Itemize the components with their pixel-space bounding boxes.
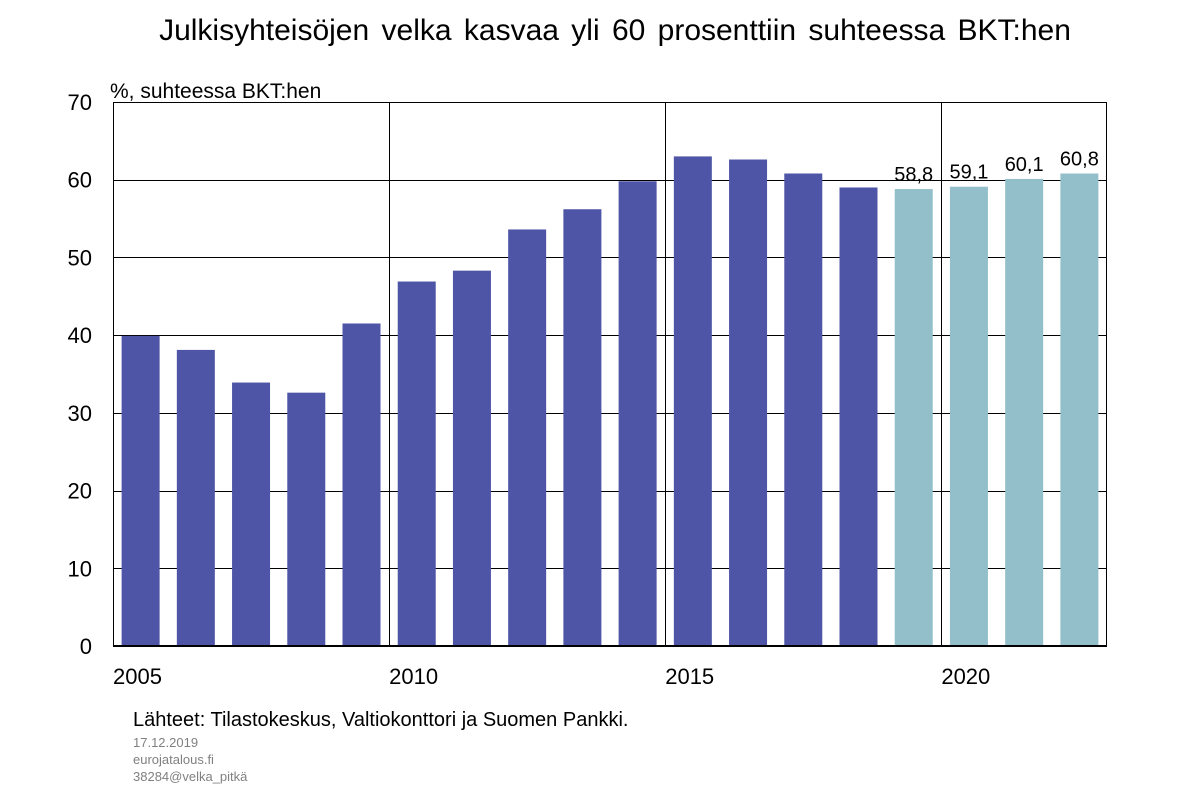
chart-code: 38284@velka_pitkä bbox=[133, 769, 248, 784]
chart-title: Julkisyhteisöjen velka kasvaa yli 60 pro… bbox=[159, 14, 1071, 47]
bar bbox=[232, 382, 271, 646]
bar bbox=[452, 270, 491, 646]
bar bbox=[618, 181, 657, 647]
sources-note: Lähteet: Tilastokeskus, Valtiokonttori j… bbox=[133, 709, 629, 731]
y-tick-label: 20 bbox=[68, 479, 92, 504]
publish-date: 17.12.2019 bbox=[133, 735, 199, 750]
x-tick-label: 2015 bbox=[665, 664, 714, 689]
y-tick-label: 40 bbox=[68, 323, 92, 348]
y-tick-label: 50 bbox=[68, 245, 92, 270]
site-name: eurojatalous.fi bbox=[133, 752, 214, 767]
bar bbox=[121, 335, 160, 646]
bar bbox=[287, 392, 326, 646]
y-tick-label: 70 bbox=[68, 90, 92, 115]
y-tick-label: 30 bbox=[68, 401, 92, 426]
bar bbox=[729, 159, 768, 646]
bar bbox=[894, 189, 933, 647]
y-tick-label: 0 bbox=[80, 634, 92, 659]
x-tick-label: 2005 bbox=[113, 664, 162, 689]
bar bbox=[563, 209, 602, 646]
bar bbox=[1005, 178, 1044, 647]
data-label: 60,8 bbox=[1060, 148, 1099, 170]
bar bbox=[176, 349, 215, 646]
y-tick-label: 10 bbox=[68, 556, 92, 581]
bar bbox=[949, 186, 988, 647]
bar bbox=[673, 156, 712, 646]
plot-frame bbox=[113, 102, 1107, 646]
data-label: 59,1 bbox=[949, 162, 988, 184]
bar-chart: 58,8 59,1 60,1 60,8 0 10 20 30 40 50 60 70 2005 2010 2… bbox=[68, 90, 1107, 689]
y-tick-label: 60 bbox=[68, 168, 92, 193]
bar bbox=[397, 281, 436, 646]
bar bbox=[508, 229, 547, 647]
x-tick-label: 2010 bbox=[389, 664, 438, 689]
data-label: 58,8 bbox=[894, 164, 933, 186]
bar bbox=[784, 173, 823, 647]
bar bbox=[342, 323, 381, 646]
data-label: 60,1 bbox=[1005, 154, 1044, 176]
bar bbox=[1060, 173, 1099, 647]
y-axis-unit-label: %, suhteessa BKT:hen bbox=[110, 80, 322, 103]
bar bbox=[839, 187, 878, 646]
x-tick-label: 2020 bbox=[941, 664, 990, 689]
